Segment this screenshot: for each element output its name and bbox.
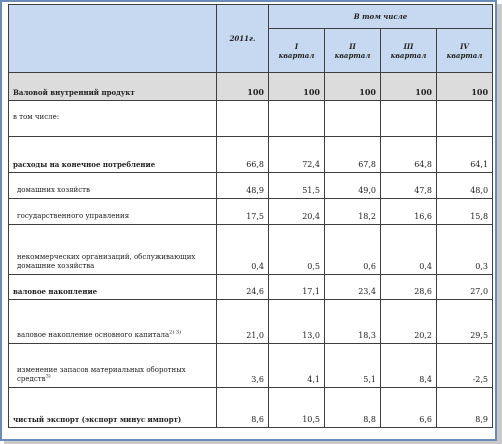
value-q3: 47,8 — [380, 172, 437, 199]
value-year: 48,9 — [216, 172, 269, 199]
table-row: в том числе: — [8, 100, 494, 137]
header-quarter-4: IV квартал — [435, 28, 494, 73]
value-q4: 100 — [435, 72, 494, 101]
value-q2: 0,6 — [324, 224, 381, 275]
value-q1: 13,0 — [268, 299, 325, 344]
header-quarter-3: III квартал — [380, 28, 437, 73]
table-row: некоммерческих организаций, обслуживающи… — [8, 224, 494, 275]
row-label: Валовой внутренний продукт — [8, 72, 217, 101]
header-corner-cell — [8, 4, 217, 73]
table-row: валовое накопление основного капитала2) … — [8, 299, 494, 344]
value-q4 — [435, 100, 494, 137]
table-row: валовое накопление 24,6 17,1 23,4 28,6 2… — [8, 274, 494, 300]
value-q1: 10,5 — [268, 387, 325, 428]
value-q3: 8,4 — [380, 343, 437, 388]
value-year: 21,0 — [216, 299, 269, 344]
value-q2: 18,2 — [324, 198, 381, 225]
table-row: государственного управления 17,5 20,4 18… — [8, 198, 494, 225]
row-label: изменение запасов материальных оборотных… — [8, 343, 217, 388]
table-row: домашних хозяйств 48,9 51,5 49,0 47,8 48… — [8, 172, 494, 199]
value-q3: 0,4 — [380, 224, 437, 275]
table-row: изменение запасов материальных оборотных… — [8, 343, 494, 388]
row-label: в том числе: — [8, 100, 217, 137]
value-year: 0,4 — [216, 224, 269, 275]
value-q3: 16,6 — [380, 198, 437, 225]
row-label: домашних хозяйств — [8, 172, 217, 199]
value-q4: 8,9 — [435, 387, 494, 428]
value-q4: 29,5 — [435, 299, 494, 344]
value-q1: 17,1 — [268, 274, 325, 300]
value-q1: 0,5 — [268, 224, 325, 275]
row-label: государственного управления — [8, 198, 217, 225]
value-q2: 49,0 — [324, 172, 381, 199]
value-q1: 4,1 — [268, 343, 325, 388]
value-year: 8,6 — [216, 387, 269, 428]
value-q2: 18,3 — [324, 299, 381, 344]
value-q4: 48,0 — [435, 172, 494, 199]
value-q3: 100 — [380, 72, 437, 101]
header-quarter-2: II квартал — [324, 28, 381, 73]
value-q4: 15,8 — [435, 198, 494, 225]
value-q3: 28,6 — [380, 274, 437, 300]
row-label: валовое накопление — [8, 274, 217, 300]
value-q1: 20,4 — [268, 198, 325, 225]
value-q3: 64,8 — [380, 136, 437, 173]
value-q1: 100 — [268, 72, 325, 101]
value-year: 100 — [216, 72, 269, 101]
value-year: 24,6 — [216, 274, 269, 300]
row-label: чистый экспорт (экспорт минус импорт) — [8, 387, 217, 428]
table-row: Валовой внутренний продукт 100 100 100 1… — [8, 72, 494, 101]
value-q4: 0,3 — [435, 224, 494, 275]
value-q1 — [268, 100, 325, 137]
value-q4: 27,0 — [435, 274, 494, 300]
frame-shadow-right — [497, 4, 502, 444]
value-q1: 51,5 — [268, 172, 325, 199]
value-q2: 23,4 — [324, 274, 381, 300]
value-q3: 6,6 — [380, 387, 437, 428]
row-label: некоммерческих организаций, обслуживающи… — [8, 224, 217, 275]
value-year: 66,8 — [216, 136, 269, 173]
value-q4: -2,5 — [435, 343, 494, 388]
table-row: чистый экспорт (экспорт минус импорт) 8,… — [8, 387, 494, 428]
header-including: В том числе — [267, 4, 494, 29]
row-label: валовое накопление основного капитала2) … — [8, 299, 217, 344]
value-q3 — [380, 100, 437, 137]
value-q4: 64,1 — [435, 136, 494, 173]
footnote-marker: 3) — [45, 373, 51, 380]
frame-shadow-bottom — [4, 441, 502, 444]
table-row: расходы на конечное потребление 66,8 72,… — [8, 136, 494, 173]
row-label: расходы на конечное потребление — [8, 136, 217, 173]
header-year: 2011г. — [216, 4, 269, 73]
value-year: 3,6 — [216, 343, 269, 388]
value-q2 — [324, 100, 381, 137]
value-q2: 100 — [324, 72, 381, 101]
value-year: 17,5 — [216, 198, 269, 225]
value-q3: 20,2 — [380, 299, 437, 344]
value-q1: 72,4 — [268, 136, 325, 173]
value-q2: 8,8 — [324, 387, 381, 428]
value-q2: 67,8 — [324, 136, 381, 173]
value-q2: 5,1 — [324, 343, 381, 388]
footnote-marker: 2) 3) — [169, 329, 182, 336]
value-year — [216, 100, 269, 137]
